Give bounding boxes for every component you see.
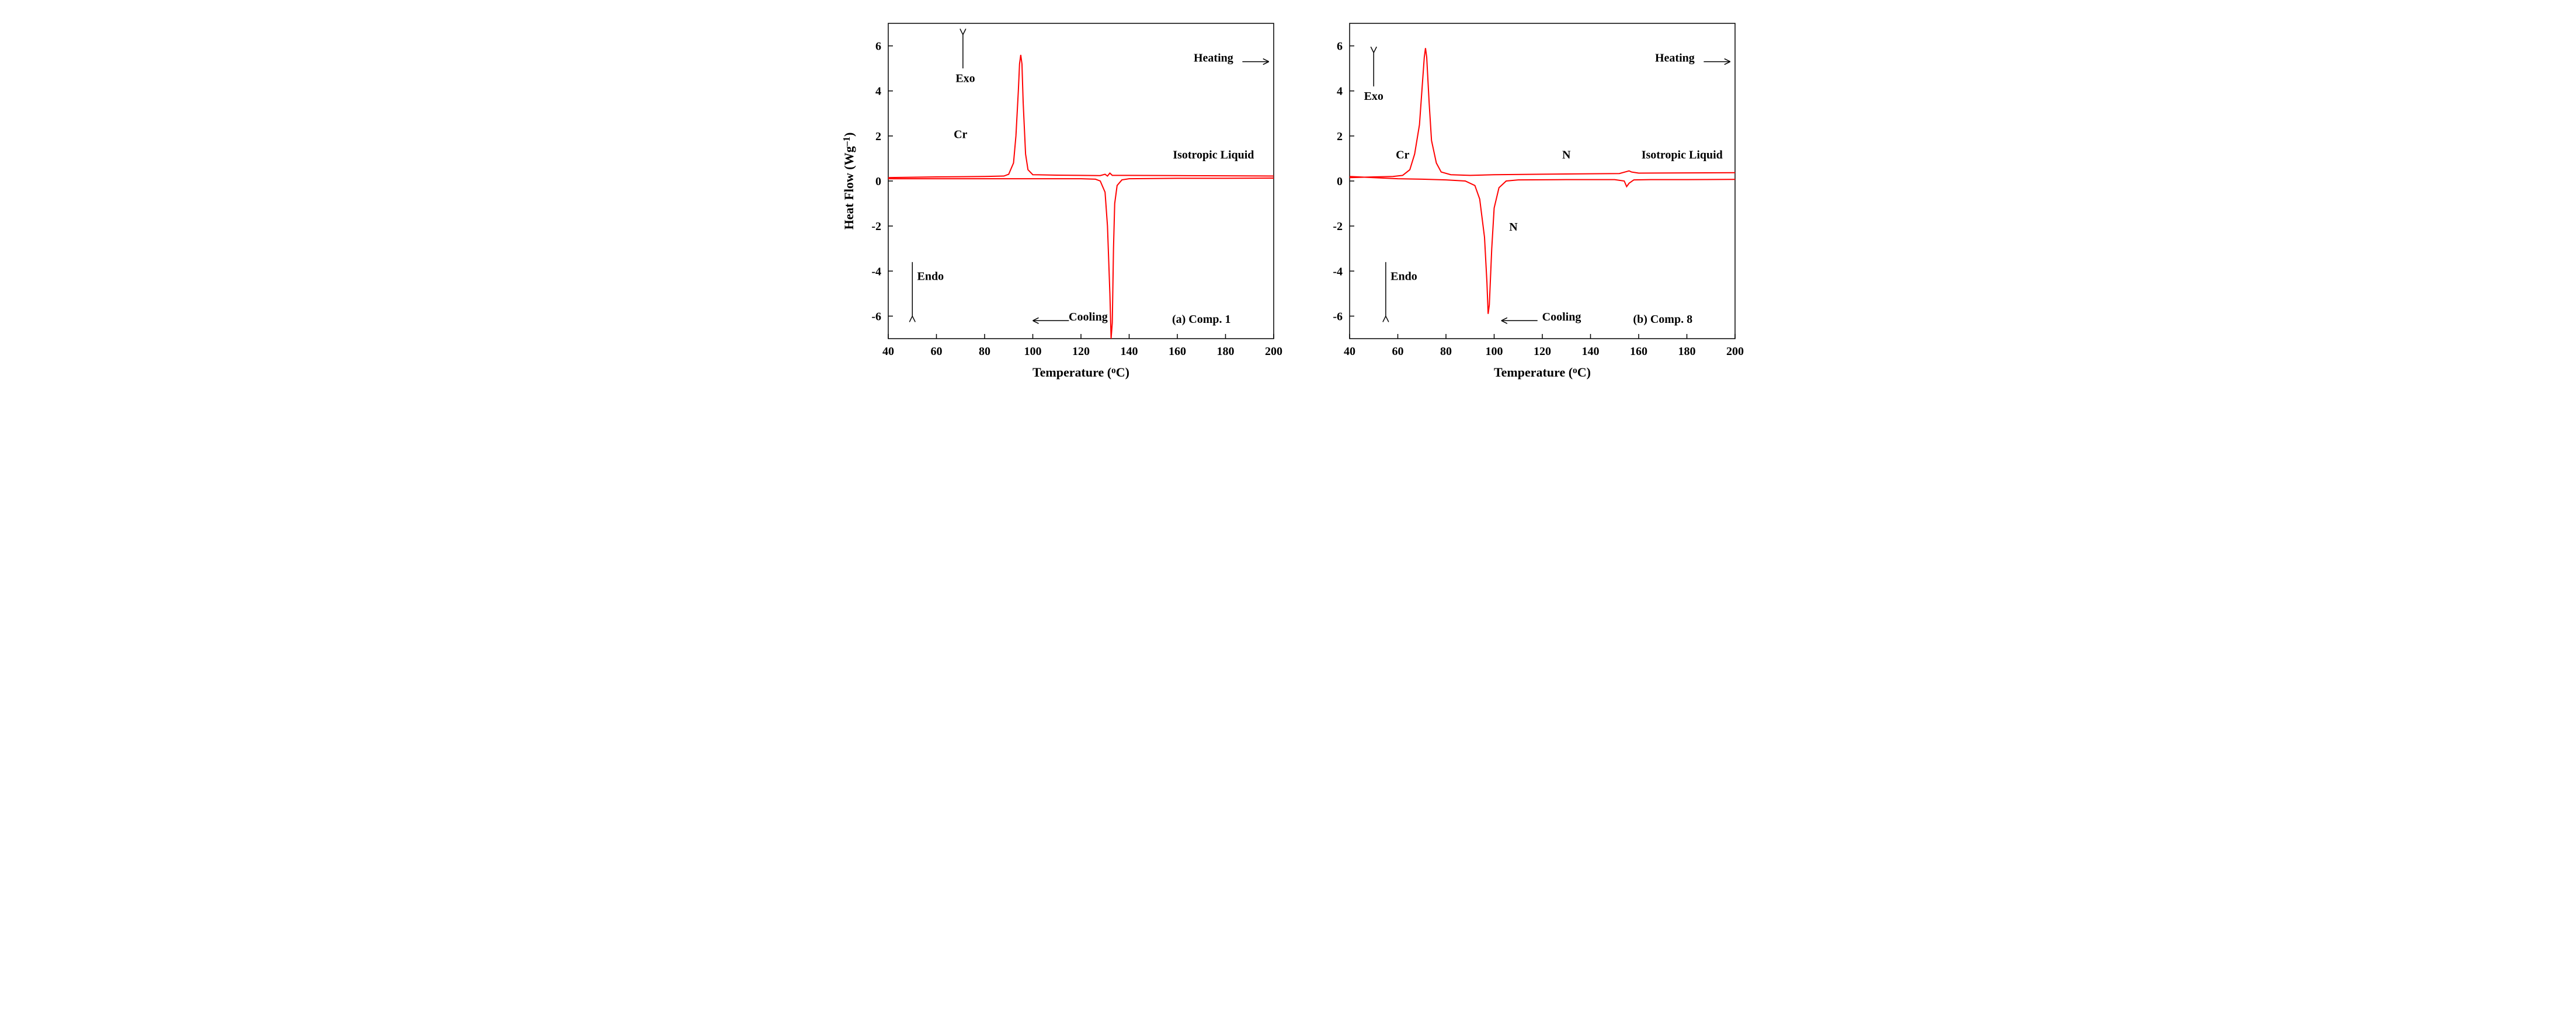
arrow bbox=[1704, 59, 1730, 65]
annotation-text: Cr bbox=[954, 128, 967, 141]
panel-b: 40 60 80 100 120 140 160 180 200 -6 -4 -2 0 2 4 6 Temper… bbox=[1291, 12, 1747, 388]
y-tick-label: -4 bbox=[1333, 265, 1343, 278]
x-tick-label: 180 bbox=[1678, 345, 1695, 358]
plot-border bbox=[1350, 23, 1735, 339]
annotation-text: Heating bbox=[1654, 52, 1694, 65]
annotation-text: Cooling bbox=[1542, 311, 1581, 323]
x-axis-label: Temperature (oC) bbox=[1494, 365, 1591, 380]
y-tick-label: -6 bbox=[1333, 310, 1343, 323]
x-tick-label: 120 bbox=[1534, 345, 1551, 358]
x-tick-label: 40 bbox=[882, 345, 894, 358]
x-tick-label: 200 bbox=[1265, 345, 1282, 358]
y-axis-label: Heat Flow (Wg–1) bbox=[841, 133, 856, 230]
annotation-text: N bbox=[1509, 221, 1518, 234]
annotation-text: Cooling bbox=[1069, 311, 1108, 323]
x-tick-label: 100 bbox=[1024, 345, 1041, 358]
x-tick-label: 180 bbox=[1216, 345, 1234, 358]
y-tick-label: -2 bbox=[1333, 220, 1343, 233]
arrow bbox=[1242, 59, 1268, 65]
x-tick-label: 140 bbox=[1581, 345, 1599, 358]
x-tick-label: 160 bbox=[1169, 345, 1186, 358]
y-tick-label: 0 bbox=[1337, 175, 1343, 188]
y-tick-label: 2 bbox=[875, 130, 881, 143]
panel-title: (a) Comp. 1 bbox=[1171, 313, 1230, 326]
y-tick-label: 4 bbox=[1337, 85, 1343, 98]
x-axis-label: Temperature (oC) bbox=[1033, 365, 1129, 380]
arrow bbox=[1382, 262, 1388, 322]
x-tick-label: 80 bbox=[1440, 345, 1452, 358]
annotation-text: N bbox=[1562, 148, 1571, 161]
heating-curve bbox=[1350, 176, 1735, 314]
arrow bbox=[1033, 318, 1069, 323]
annotation-text: Isotropic Liquid bbox=[1641, 148, 1722, 161]
annotation-text: Endo bbox=[917, 270, 944, 283]
y-tick-label: 2 bbox=[1337, 130, 1343, 143]
y-tick-label: 6 bbox=[875, 40, 881, 53]
y-tick-label: 0 bbox=[875, 175, 881, 188]
x-tick-label: 100 bbox=[1485, 345, 1503, 358]
x-tick-label: 60 bbox=[930, 345, 942, 358]
figure-container: 406080100120140160180200-6-4-20246Heat F… bbox=[12, 12, 2564, 388]
x-tick-label: 40 bbox=[1344, 345, 1355, 358]
annotation-text: Isotropic Liquid bbox=[1173, 148, 1254, 161]
x-tick-label: 80 bbox=[979, 345, 990, 358]
annotation-text: Exo bbox=[1364, 90, 1383, 103]
x-tick-label: 160 bbox=[1630, 345, 1647, 358]
y-tick-label: 4 bbox=[875, 85, 881, 98]
plot-border bbox=[888, 23, 1274, 339]
y-tick-label: -2 bbox=[871, 220, 881, 233]
annotation-text: Endo bbox=[1390, 270, 1417, 283]
annotation-text: Heating bbox=[1193, 52, 1233, 65]
arrow bbox=[1371, 47, 1376, 86]
x-tick-label: 200 bbox=[1726, 345, 1744, 358]
panel-a: 40 60 80 100 120 140 160 180 200 -6 -4 -2 0 2 4 6 Heat F… bbox=[830, 12, 1285, 388]
y-tick-label: 6 bbox=[1337, 40, 1343, 53]
annotation-text: Exo bbox=[955, 72, 975, 85]
x-tick-label: 60 bbox=[1392, 345, 1403, 358]
arrow bbox=[909, 262, 915, 322]
arrow bbox=[1501, 318, 1537, 323]
arrow bbox=[960, 29, 965, 68]
panel-a-svg: 40 60 80 100 120 140 160 180 200 -6 -4 -2 0 2 4 6 Heat F… bbox=[830, 12, 1285, 385]
panel-title: (b) Comp. 8 bbox=[1633, 313, 1692, 326]
annotation-text: Cr bbox=[1396, 148, 1409, 161]
panel-b-svg: 40 60 80 100 120 140 160 180 200 -6 -4 -2 0 2 4 6 Temper… bbox=[1291, 12, 1747, 385]
x-tick-label: 140 bbox=[1120, 345, 1138, 358]
x-tick-label: 120 bbox=[1072, 345, 1090, 358]
y-tick-label: -4 bbox=[871, 265, 881, 278]
y-tick-label: -6 bbox=[871, 310, 881, 323]
